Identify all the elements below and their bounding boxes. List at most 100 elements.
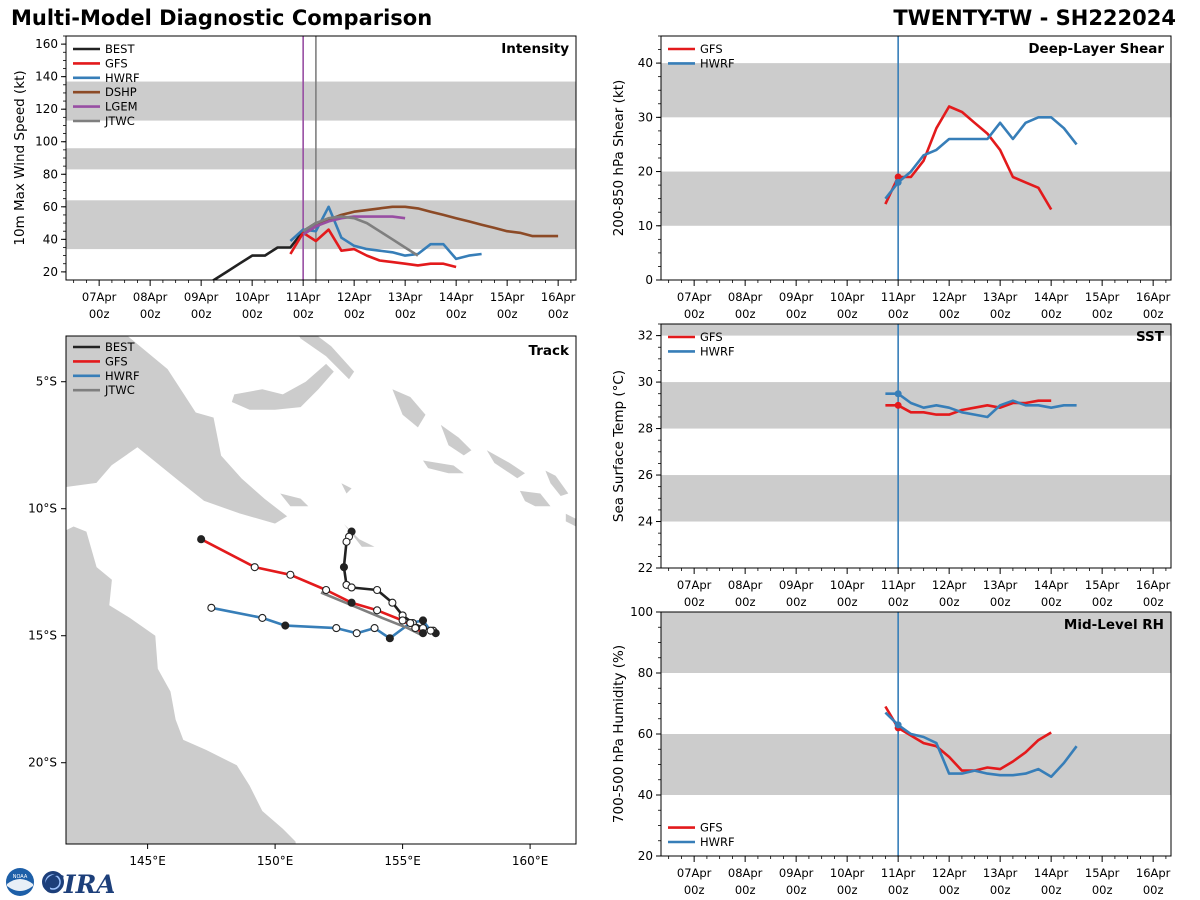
land-guadalcanal — [519, 490, 551, 507]
intensity-ytick-label: 20 — [43, 265, 58, 279]
rh-xtick-label: 11Apr — [881, 866, 916, 880]
intensity-ytick-label: 140 — [35, 70, 58, 84]
rh-xtick-label: 16Apr — [1136, 866, 1171, 880]
land-woodlark — [341, 483, 352, 494]
storm-id: TWENTY-TW - SH222024 — [893, 6, 1176, 30]
track-point-gfs — [373, 606, 382, 615]
shear-xtick-label: 11Apr — [881, 290, 916, 304]
sst-xtick-label: 11Apr — [881, 578, 916, 592]
shear-band-0 — [661, 171, 1171, 226]
track-xtick-label: 155°E — [384, 854, 421, 868]
sst-xtick-label: 15Apr — [1085, 578, 1120, 592]
rh-xtick-sublabel: 00z — [1041, 883, 1062, 897]
rh-panel: 20 40 60 80 100 07Apr 00z 08Apr 00z 09Apr 00z 10Apr… — [611, 605, 1172, 897]
intensity-series-lgem — [302, 215, 406, 236]
rh-band-0 — [661, 734, 1171, 795]
shear-xtick-sublabel: 00z — [1041, 307, 1062, 321]
track-plot-area — [66, 336, 576, 844]
intensity-xtick-label: 16Apr — [541, 290, 576, 304]
intensity-title: Intensity — [501, 41, 569, 57]
rh-xtick-label: 10Apr — [830, 866, 865, 880]
sst-ytick-label: 28 — [638, 422, 653, 436]
shear-xtick-label: 13Apr — [983, 290, 1018, 304]
land-malaita — [545, 470, 569, 496]
track-point-gfs — [347, 598, 356, 607]
sst-ytick-label: 30 — [638, 375, 653, 389]
intensity-ytick-label: 160 — [35, 37, 58, 51]
shear-xtick-label: 10Apr — [830, 290, 865, 304]
track-series-hwrf — [211, 606, 432, 640]
sst-xtick-sublabel: 00z — [990, 595, 1011, 609]
shear-ylabel: 200-850 hPa Shear (kt) — [611, 80, 627, 237]
intensity-xtick-sublabel: 00z — [140, 307, 161, 321]
track-point-hwrf — [385, 634, 394, 643]
shear-xtick-label: 14Apr — [1034, 290, 1069, 304]
intensity-series-dshp — [302, 205, 559, 238]
shear-panel: 0 10 20 30 40 07Apr 00z 08Apr 00z 09Apr 00z 10Apr 00… — [611, 35, 1172, 321]
intensity-xtick-sublabel: 00z — [446, 307, 467, 321]
shear-xtick-label: 16Apr — [1136, 290, 1171, 304]
sst-xtick-sublabel: 00z — [1143, 595, 1164, 609]
track-panel: 145°E 150°E 155°E 160°E 5°S 10°S 15°S 20°S Track… — [28, 335, 577, 868]
cira-wordmark: CIRA — [44, 870, 114, 898]
sst-legend-label-hwrf: HWRF — [700, 344, 735, 358]
rh-xtick-sublabel: 00z — [1143, 883, 1164, 897]
intensity-ylabel: 10m Max Wind Speed (kt) — [12, 70, 28, 245]
track-point-best — [342, 537, 351, 546]
rh-xtick-sublabel: 00z — [888, 883, 909, 897]
intensity-xtick-sublabel: 00z — [395, 307, 416, 321]
land-bougainville — [392, 389, 426, 428]
rh-legend-label-gfs: GFS — [700, 821, 723, 835]
rh-legend-label-hwrf: HWRF — [700, 835, 735, 849]
track-point-hwrf — [281, 621, 290, 630]
shear-xtick-label: 08Apr — [728, 290, 763, 304]
sst-series-hwrf — [885, 392, 1077, 419]
track-point-gfs — [411, 624, 420, 633]
shear-ytick-label: 0 — [645, 273, 653, 287]
intensity-xtick-label: 07Apr — [82, 290, 117, 304]
track-xtick-label: 160°E — [512, 854, 549, 868]
track-xtick-label: 150°E — [257, 854, 294, 868]
shear-xtick-label: 12Apr — [932, 290, 967, 304]
shear-legend-label-gfs: GFS — [700, 42, 723, 56]
intensity-xtick-sublabel: 00z — [89, 307, 110, 321]
intensity-legend-label-jtwc: JTWC — [104, 114, 135, 128]
track-point-best — [373, 585, 382, 595]
sst-point-hwrf-11apr — [894, 390, 902, 398]
track-ytick-label: 20°S — [28, 756, 57, 770]
intensity-series-jtwc — [302, 215, 419, 257]
intensity-xtick-sublabel: 00z — [293, 307, 314, 321]
intensity-ytick-label: 80 — [43, 167, 58, 181]
shear-band-1 — [661, 63, 1171, 118]
intensity-panel: 20 40 60 80 100 120 140 160 07Apr 00z 08Apr 00z 09Ap… — [12, 35, 577, 321]
sst-xtick-sublabel: 00z — [735, 595, 756, 609]
sst-plot-area — [661, 324, 1171, 568]
intensity-xtick-sublabel: 00z — [344, 307, 365, 321]
sst-xtick-sublabel: 00z — [786, 595, 807, 609]
intensity-series-hwrf — [289, 205, 482, 261]
track-xtick-label: 145°E — [129, 854, 166, 868]
rh-ytick-label: 40 — [638, 788, 653, 802]
intensity-legend-label-lgem: LGEM — [105, 100, 138, 114]
shear-ytick-label: 30 — [638, 110, 653, 124]
shear-title: Deep-Layer Shear — [1028, 41, 1164, 57]
sst-xtick-label: 12Apr — [932, 578, 967, 592]
shear-xtick-label: 07Apr — [677, 290, 712, 304]
intensity-legend-label-gfs: GFS — [105, 56, 128, 70]
land-new-britain — [231, 363, 334, 410]
shear-xtick-sublabel: 00z — [837, 307, 858, 321]
intensity-xtick-label: 13Apr — [388, 290, 423, 304]
land-new-georgia — [423, 460, 464, 474]
intensity-band-1 — [66, 148, 576, 170]
rh-xtick-label: 12Apr — [932, 866, 967, 880]
rh-xtick-sublabel: 00z — [990, 883, 1011, 897]
cira-globe-icon — [42, 871, 64, 893]
intensity-xtick-sublabel: 00z — [548, 307, 569, 321]
track-legend-label-gfs: GFS — [105, 354, 128, 368]
land-queensland — [66, 526, 296, 844]
sst-xtick-label: 10Apr — [830, 578, 865, 592]
shear-xtick-sublabel: 00z — [888, 307, 909, 321]
